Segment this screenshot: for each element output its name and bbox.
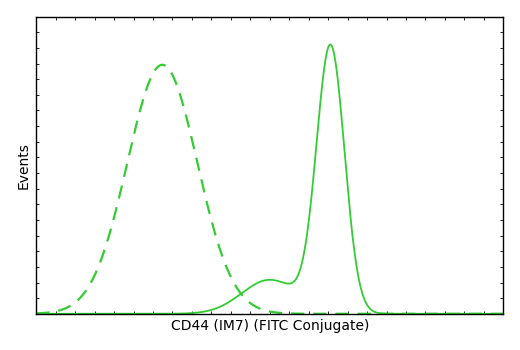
X-axis label: CD44 (IM7) (FITC Conjugate): CD44 (IM7) (FITC Conjugate) — [171, 319, 369, 333]
Y-axis label: Events: Events — [17, 142, 31, 189]
